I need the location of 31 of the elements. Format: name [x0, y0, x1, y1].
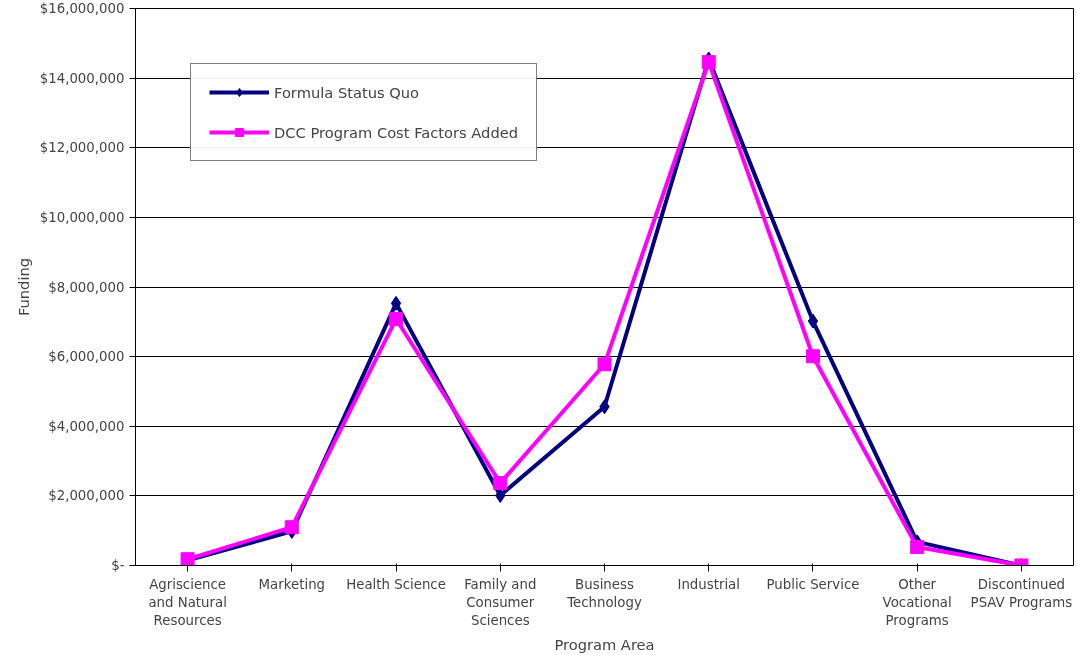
y-tick-label: $8,000,000: [48, 279, 125, 295]
y-tick-label: $4,000,000: [48, 418, 125, 434]
x-tick-label: Agriscience and Natural Resources: [148, 576, 227, 628]
x-tick-label: Health Science: [346, 576, 446, 592]
point: [805, 349, 820, 364]
point: [493, 475, 508, 490]
x-tick-label: Business Technology: [566, 576, 642, 610]
x-axis-title: Program Area: [554, 635, 655, 653]
y-tick-label: $6,000,000: [48, 349, 125, 365]
x-tick-label: Discontinued PSAV Programs: [970, 576, 1073, 610]
y-tick-label: $2,000,000: [48, 488, 125, 504]
y-tick-label: $-: [111, 558, 125, 573]
y-tick-label: $14,000,000: [39, 70, 125, 86]
point: [701, 55, 716, 70]
legend-label: DCC Program Cost Factors Added: [274, 123, 519, 141]
legend-label: Formula Status Quo: [274, 83, 420, 101]
point: [807, 313, 819, 329]
x-tick-label: Industrial: [677, 576, 740, 592]
x-tick-label: Public Service: [766, 576, 860, 592]
y-tick-label: $10,000,000: [39, 209, 125, 225]
point: [910, 540, 925, 555]
x-tick-label: Family and Consumer Sciences: [464, 576, 537, 628]
x-tick-label: Other Vocational Programs: [882, 576, 952, 628]
y-axis-title: Funding: [14, 257, 32, 317]
x-tick-label: Marketing: [258, 576, 326, 592]
y-tick-label: $12,000,000: [39, 140, 125, 156]
point: [284, 520, 299, 535]
point: [597, 357, 612, 372]
point: [390, 295, 402, 311]
y-tick-label: $16,000,000: [39, 1, 125, 16]
point: [389, 312, 404, 327]
